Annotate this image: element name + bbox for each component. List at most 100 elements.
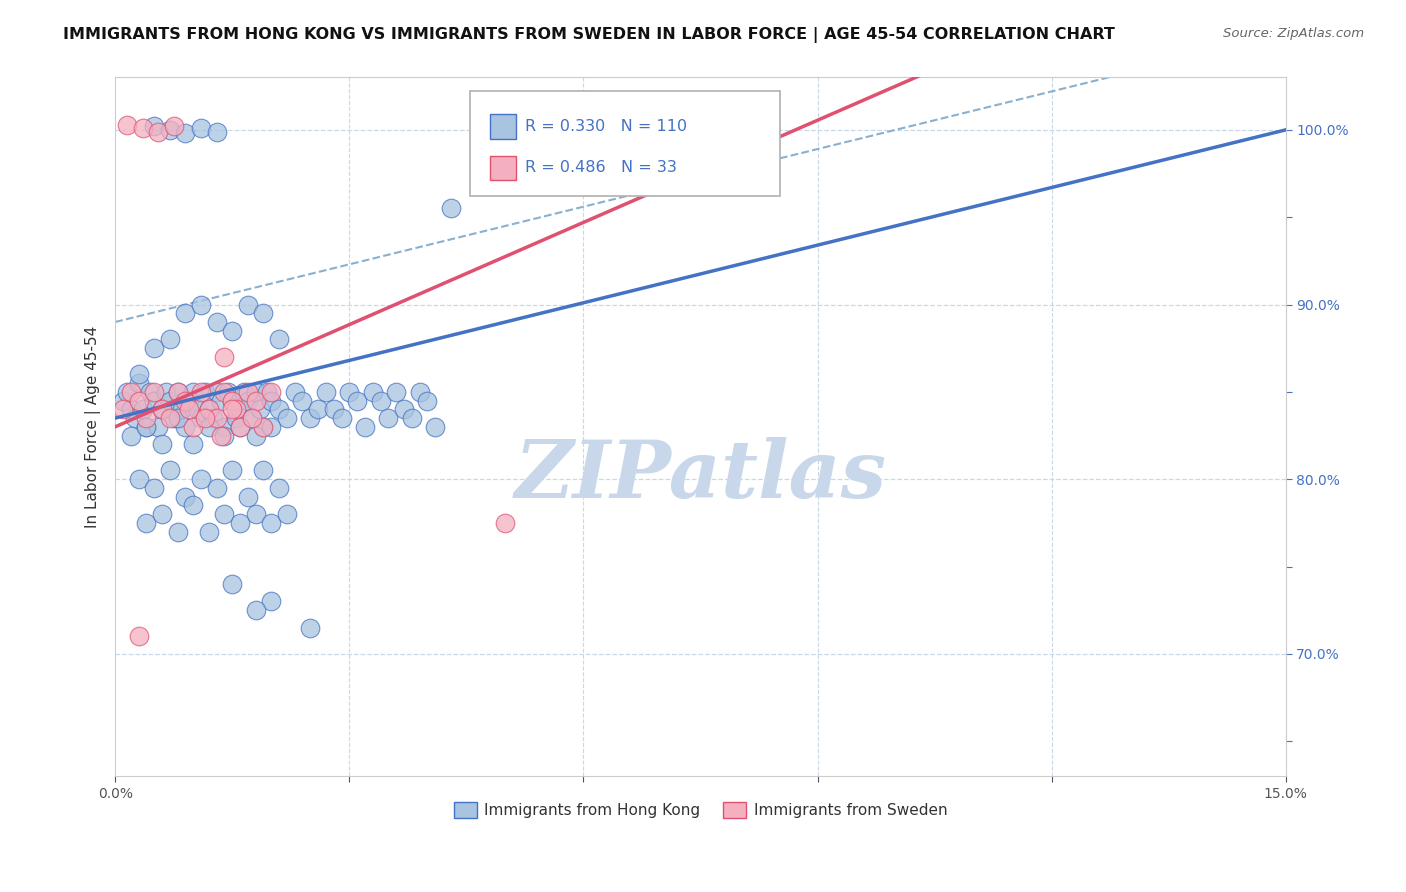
FancyBboxPatch shape [470,91,780,196]
Point [260,419,283,434]
Point [205,125,228,139]
Point [174,419,197,434]
Point [159,333,181,347]
Point [128,629,150,643]
Point [260,393,283,408]
Point [201,411,224,425]
Point [174,490,197,504]
Point [276,507,298,521]
Text: R = 0.486   N = 33: R = 0.486 N = 33 [524,160,676,175]
Point [209,393,232,408]
Point [214,350,236,364]
Point [181,499,204,513]
Point [120,402,142,417]
Point [198,402,221,417]
Point [240,411,263,425]
Point [163,411,186,425]
Point [267,402,290,417]
Point [260,384,283,399]
Point [236,297,259,311]
Point [315,384,337,399]
Point [337,384,360,399]
Point [128,376,150,391]
Point [229,402,252,417]
Point [190,411,212,425]
Point [131,402,153,417]
Point [322,402,344,417]
Point [120,428,142,442]
Point [252,306,274,320]
Point [229,516,252,530]
Point [179,393,201,408]
Point [236,393,259,408]
Point [143,384,166,399]
Point [124,411,146,425]
Point [267,481,290,495]
Point [377,411,399,425]
Point [401,411,423,425]
Point [163,120,186,134]
Point [128,368,150,382]
Point [385,384,408,399]
Point [135,419,157,434]
Point [143,120,166,134]
Point [198,402,221,417]
Point [115,118,138,132]
Text: R = 0.330   N = 110: R = 0.330 N = 110 [524,119,688,134]
Text: Source: ZipAtlas.com: Source: ZipAtlas.com [1223,27,1364,40]
Point [146,419,169,434]
Point [221,463,243,477]
Point [416,393,439,408]
Point [252,419,274,434]
Point [260,594,283,608]
Point [155,384,177,399]
Point [229,419,252,434]
Point [221,577,243,591]
Point [150,402,173,417]
Point [186,402,208,417]
Point [249,402,271,417]
Point [135,516,157,530]
Point [299,411,322,425]
Point [252,463,274,477]
Point [181,419,204,434]
Point [225,411,247,425]
Point [166,411,188,425]
Point [245,603,267,617]
Point [150,507,173,521]
Point [190,384,212,399]
Point [115,384,138,399]
Point [392,402,415,417]
Point [128,472,150,486]
Point [494,516,516,530]
Point [256,384,278,399]
Point [190,297,212,311]
Point [260,516,283,530]
Point [214,507,236,521]
Point [440,202,463,216]
Point [111,393,134,408]
Point [217,384,239,399]
Point [190,121,212,136]
Point [146,125,169,139]
Point [143,481,166,495]
Point [205,315,228,329]
Point [150,437,173,451]
Point [370,393,392,408]
Point [170,402,193,417]
Point [205,411,228,425]
Bar [489,156,516,180]
Point [159,393,181,408]
Point [143,393,166,408]
Point [198,419,221,434]
Point [174,126,197,140]
Point [194,384,217,399]
Point [166,524,188,539]
Point [236,490,259,504]
Point [245,507,267,521]
Point [143,341,166,355]
Legend: Immigrants from Hong Kong, Immigrants from Sweden: Immigrants from Hong Kong, Immigrants fr… [447,797,953,824]
Point [135,411,157,425]
Point [214,419,236,434]
Point [276,411,298,425]
